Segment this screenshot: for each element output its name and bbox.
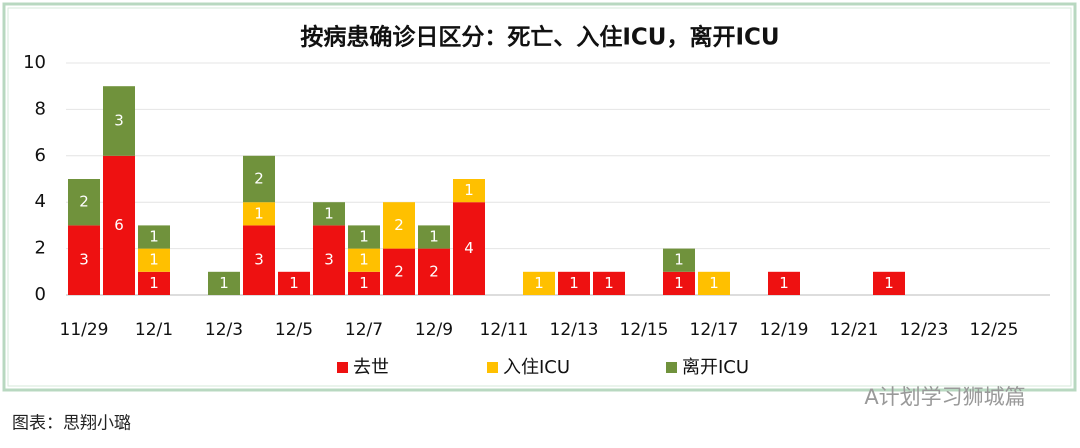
x-tick-label: 12/23 [900,320,949,340]
value-label: 2 [394,216,404,234]
y-tick-label: 6 [35,145,46,166]
x-tick-label: 12/9 [415,320,453,340]
value-label: 2 [429,262,439,280]
bar-segment [313,225,345,295]
x-tick-label: 12/19 [760,320,809,340]
value-label: 1 [219,274,229,292]
value-label: 1 [709,274,719,292]
value-label: 3 [79,251,89,269]
legend-swatch [666,362,677,373]
bar-segment [663,271,695,295]
value-label: 1 [359,274,369,292]
bar-segment [418,225,450,249]
value-label: 1 [464,181,474,199]
value-label: 3 [114,112,124,130]
bar-segment [68,179,100,226]
x-tick-label: 12/1 [135,320,173,340]
chart-title: 按病患确诊日区分：死亡、入住ICU，离开ICU [300,24,779,51]
bar-segment [873,271,905,295]
value-label: 1 [254,204,264,222]
x-tick-label: 12/17 [690,320,739,340]
y-tick-label: 8 [35,98,46,119]
bar-segment [243,225,275,295]
bar-segment [313,202,345,226]
caption: 图表：思翔小璐 [12,414,131,434]
y-tick-label: 10 [23,52,46,73]
x-tick-label: 12/13 [550,320,599,340]
value-label: 1 [359,228,369,246]
bar-segment [663,248,695,272]
value-label: 1 [674,274,684,292]
value-label: 2 [254,170,264,188]
value-label: 1 [359,251,369,269]
value-label: 1 [289,274,299,292]
legend-label: 入住ICU [503,357,570,378]
value-label: 2 [394,262,404,280]
x-tick-label: 12/5 [275,320,313,340]
legend-label: 离开ICU [682,357,749,378]
bar-segment [348,248,380,272]
value-label: 2 [79,193,89,211]
bar-segment [453,202,485,295]
value-label: 6 [114,216,124,234]
x-tick-label: 12/21 [830,320,879,340]
bar-segment [383,248,415,295]
value-label: 1 [604,274,614,292]
x-tick-label: 12/15 [620,320,669,340]
bar-segment [243,202,275,226]
bar-segment [453,179,485,203]
y-tick-label: 2 [35,238,46,259]
x-tick-label: 12/7 [345,320,383,340]
value-label: 1 [429,228,439,246]
bar-segment [593,271,625,295]
value-label: 4 [464,239,474,257]
chart-frame [2,2,1077,392]
chart-frame-inner [7,7,1072,387]
legend-swatch [337,362,348,373]
bar-segment [558,271,590,295]
value-label: 1 [324,204,334,222]
bar-segment [383,202,415,249]
value-label: 3 [324,251,334,269]
value-label: 1 [149,251,159,269]
legend-swatch [487,362,498,373]
value-label: 1 [884,274,894,292]
value-label: 1 [534,274,544,292]
value-label: 1 [149,274,159,292]
bar-segment [348,225,380,249]
bar-segment [103,86,135,156]
value-label: 1 [779,274,789,292]
value-label: 1 [674,251,684,269]
bar-segment [698,271,730,295]
value-label: 1 [569,274,579,292]
watermark: A计划学习狮城篇 [864,385,1025,409]
bar-segment [138,225,170,249]
bar-segment [68,225,100,295]
bar-segment [523,271,555,295]
bar-segment [418,248,450,295]
y-tick-label: 0 [35,284,46,305]
x-tick-label: 11/29 [60,320,109,340]
value-label: 1 [149,228,159,246]
x-tick-label: 12/25 [970,320,1019,340]
bar-segment [768,271,800,295]
bar-segment [208,271,240,295]
x-tick-label: 12/3 [205,320,243,340]
bar-segment [138,271,170,295]
x-tick-label: 12/11 [480,320,529,340]
legend-label: 去世 [353,357,389,378]
y-tick-label: 4 [35,191,46,212]
bar-segment [103,155,135,295]
value-label: 3 [254,251,264,269]
bar-segment [243,155,275,203]
bar-segment [348,271,380,295]
bar-segment [278,271,310,295]
bar-segment [138,248,170,272]
